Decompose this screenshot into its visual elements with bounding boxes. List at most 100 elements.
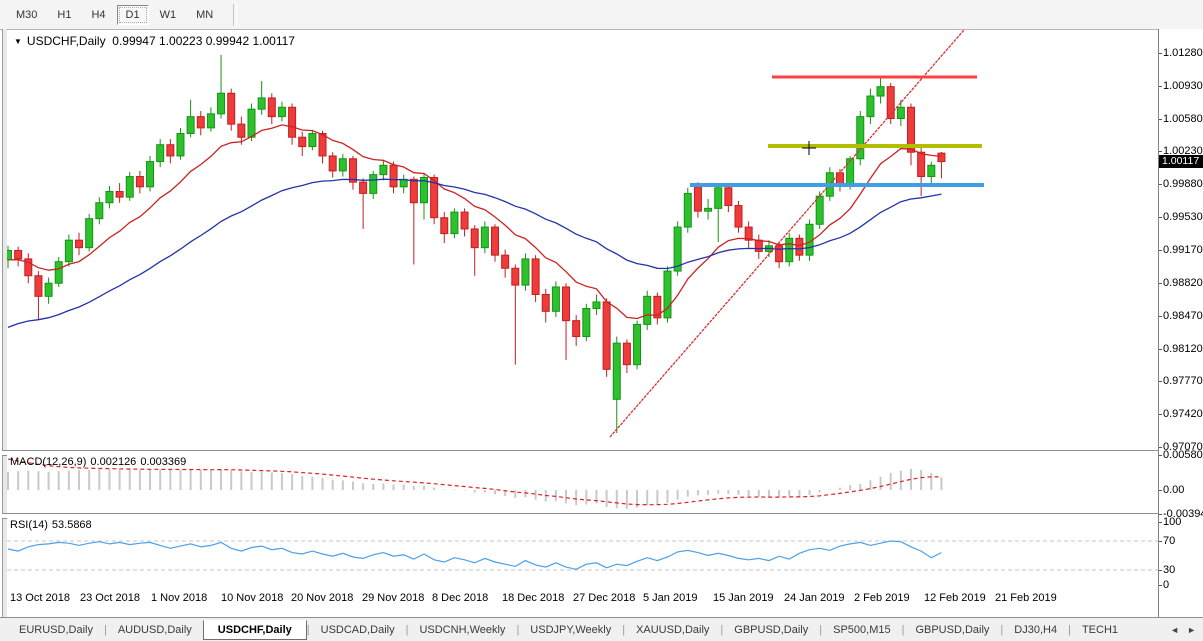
candle — [95, 197, 104, 225]
timeframe-buttons: M30 H1 H4 D1 W1 MN — [6, 4, 223, 25]
candle — [105, 185, 114, 209]
candle — [348, 155, 357, 190]
date-label: 15 Jan 2019 — [713, 592, 774, 604]
candle — [34, 271, 43, 320]
timeframe-button-mn[interactable]: MN — [196, 8, 214, 21]
tab-usdcnh[interactable]: USDCNH,Weekly — [419, 624, 506, 636]
candle — [75, 232, 84, 256]
rsi-axis-label: 30 — [1158, 564, 1176, 576]
price-axis-label: 0.98120 — [1159, 342, 1203, 355]
tab-separator: | — [901, 624, 905, 636]
tab-usdchf[interactable]: USDCHF,Daily — [202, 619, 307, 640]
timeframe-button-d1[interactable]: D1 — [116, 4, 149, 25]
tab-audusd[interactable]: AUDUSD,Daily — [117, 624, 192, 636]
timeframe-toolbar: M30 H1 H4 D1 W1 MN — [0, 0, 1203, 30]
trendline[interactable] — [609, 30, 965, 438]
timeframe-button-w1[interactable]: W1 — [159, 8, 177, 21]
candle — [267, 93, 276, 125]
candle — [572, 315, 581, 346]
rsi-value: 53.5868 — [51, 519, 92, 531]
tab-eurusd[interactable]: EURUSD,Daily — [19, 624, 93, 636]
candle — [64, 234, 73, 267]
tab-xauusd[interactable]: XAUUSD,Daily — [636, 624, 710, 636]
candle — [734, 200, 743, 233]
candle — [775, 242, 784, 269]
tab-dj30[interactable]: DJ30,H4 — [1014, 624, 1058, 636]
tab-separator: | — [1000, 624, 1004, 636]
candle — [135, 170, 144, 194]
macd-chart[interactable] — [7, 454, 1158, 514]
candle — [937, 151, 946, 179]
date-label: 12 Feb 2019 — [924, 592, 986, 604]
candle — [338, 154, 347, 177]
tab-separator: | — [306, 624, 310, 636]
candle — [369, 170, 378, 199]
candle — [318, 130, 327, 164]
date-label: 8 Dec 2018 — [432, 592, 489, 604]
tab-tech1[interactable]: TECH1 — [1081, 624, 1118, 636]
candle — [673, 221, 682, 276]
toolbar-separator — [233, 3, 238, 26]
candle — [237, 116, 246, 145]
candle — [359, 178, 368, 229]
chart-title: ▼ USDCHF,Daily 0.99947 1.00223 0.99942 1.… — [14, 34, 295, 48]
candle — [704, 198, 713, 220]
scroll-right-icon[interactable]: ► — [1187, 625, 1196, 635]
rsi-chart[interactable] — [7, 517, 1158, 588]
candle — [409, 176, 418, 265]
macd-axis-label: 0.005802 — [1159, 449, 1203, 461]
tab-usdcad[interactable]: USDCAD,Daily — [320, 624, 395, 636]
candle — [886, 82, 895, 125]
tab-separator: | — [103, 624, 107, 636]
price-chart-panel[interactable]: ▼ USDCHF,Daily 0.99947 1.00223 0.99942 1.… — [7, 30, 1158, 450]
price-axis[interactable]: 1.01280 1.00930 1.00580 1.00230 0.99880 0.995… — [1158, 29, 1203, 617]
candle — [419, 172, 428, 220]
price-axis-label: 0.97070 — [1159, 441, 1203, 453]
candle — [54, 257, 63, 287]
candle — [602, 298, 611, 377]
timeframe-button-h4[interactable]: H4 — [91, 8, 106, 21]
price-axis-label: 0.99530 — [1159, 210, 1203, 223]
macd-signal-line — [7, 458, 942, 506]
candle — [551, 281, 560, 317]
tab-gbpusd[interactable]: GBPUSD,Daily — [734, 624, 809, 636]
macd-axis-label: -0.003945 — [1159, 508, 1203, 520]
timeframe-button-m30[interactable]: M30 — [16, 8, 38, 21]
date-label: 18 Dec 2018 — [502, 592, 565, 604]
candle — [227, 88, 236, 131]
candle — [663, 266, 672, 323]
candle — [633, 320, 642, 370]
ohlc-high: 1.00223 — [159, 34, 203, 48]
date-label: 27 Dec 2018 — [573, 592, 636, 604]
chevron-down-icon[interactable]: ▼ — [14, 37, 22, 46]
date-label: 10 Nov 2018 — [221, 592, 284, 604]
rsi-axis-label: 0 — [1158, 579, 1170, 591]
chart-tabs: EURUSD,Daily | AUDUSD,Daily USDCHF,Daily | US… — [8, 619, 1129, 640]
date-label: 20 Nov 2018 — [291, 592, 354, 604]
candle — [379, 159, 388, 181]
price-axis-label: 0.98470 — [1159, 309, 1203, 322]
macd-label: MACD(12,26,9) 0.002126 0.003369 — [10, 456, 190, 468]
candle — [470, 225, 479, 276]
rsi-indicator-panel[interactable]: RSI(14) 53.5868 — [7, 517, 1158, 588]
scroll-left-icon[interactable]: ◄ — [1170, 625, 1180, 635]
price-axis-label: 1.01280 — [1159, 47, 1203, 59]
ma-slow-line — [7, 178, 942, 329]
candlestick-chart[interactable] — [7, 30, 1158, 450]
candle — [582, 303, 591, 342]
time-axis[interactable]: 13 Oct 2018 23 Oct 2018 1 Nov 2018 10 Nov 2… — [7, 588, 1158, 617]
price-axis-label: 1.00580 — [1159, 112, 1203, 125]
date-label: 1 Nov 2018 — [151, 592, 208, 604]
timeframe-button-h1[interactable]: H1 — [57, 8, 72, 21]
tab-sp500[interactable]: SP500,M15 — [833, 624, 891, 636]
candle — [480, 221, 489, 254]
tab-gbpusd[interactable]: GBPUSD,Daily — [915, 624, 990, 636]
macd-indicator-panel[interactable]: MACD(12,26,9) 0.002126 0.003369 — [7, 454, 1158, 514]
tab-usdjpy[interactable]: USDJPY,Weekly — [530, 624, 612, 636]
candle — [785, 232, 794, 267]
candle — [146, 155, 155, 192]
candle — [460, 208, 469, 237]
candle — [399, 174, 408, 194]
candle — [622, 339, 631, 374]
candle — [906, 103, 915, 166]
